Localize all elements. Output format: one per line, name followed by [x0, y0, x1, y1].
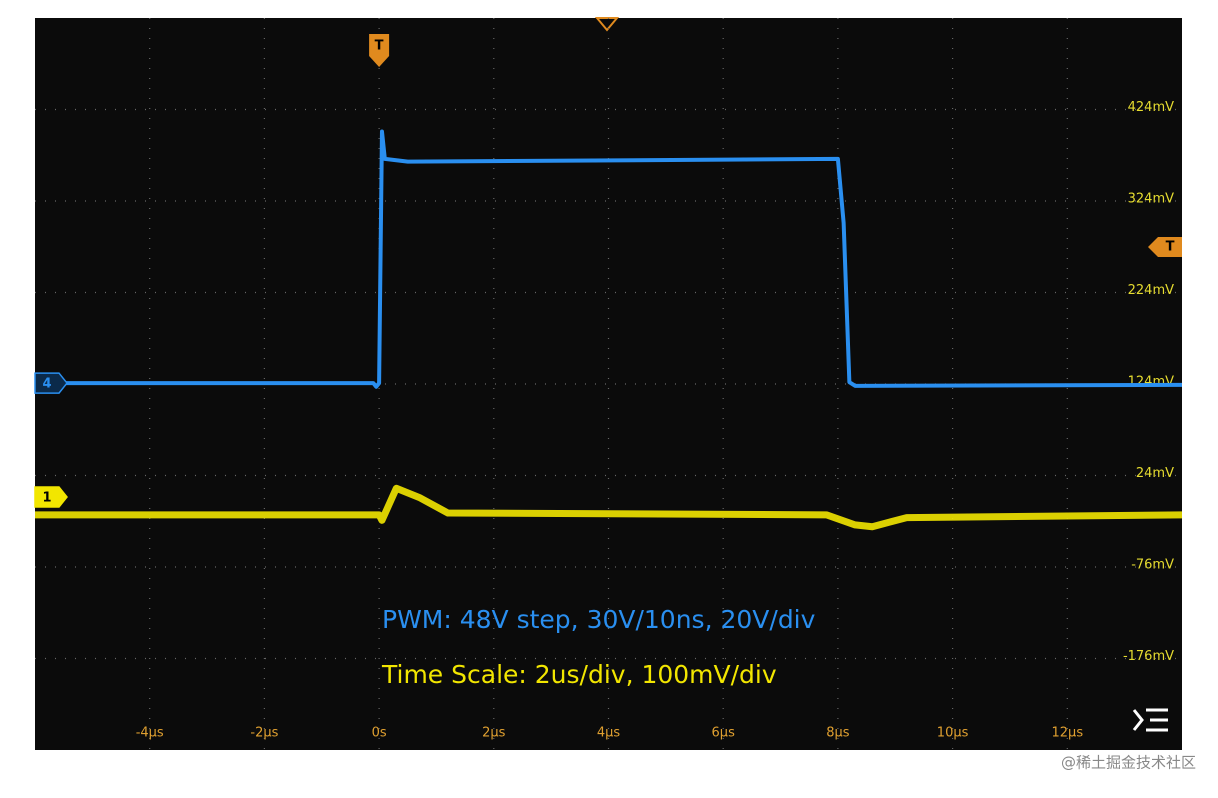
legend-entry: 4	[42, 377, 51, 392]
trigger-level-shape	[1148, 237, 1182, 257]
trigger-level-marker: T	[1166, 240, 1175, 255]
x-tick-label: 4µs	[597, 726, 621, 741]
y-tick-label: 224mV	[1128, 283, 1174, 298]
x-tick-label: -4µs	[136, 726, 164, 741]
y-tick-label: 324mV	[1128, 192, 1174, 207]
trace	[35, 484, 1183, 531]
menu-icon[interactable]	[1132, 708, 1168, 732]
trigger-marker-shape	[369, 34, 390, 67]
annotation: Time Scale: 2us/div, 100mV/div	[381, 660, 777, 689]
center-marker	[594, 17, 620, 32]
x-tick-label: 8µs	[826, 726, 850, 741]
trigger-marker: T	[375, 39, 384, 54]
x-tick-label: -2µs	[250, 726, 278, 741]
x-tick-label: 0s	[372, 726, 387, 741]
x-tick-label: 10µs	[937, 726, 969, 741]
y-tick-label: 424mV	[1128, 100, 1174, 115]
annotation: PWM: 48V step, 30V/10ns, 20V/div	[382, 605, 816, 634]
watermark: @稀土掘金技术社区	[1061, 754, 1196, 772]
y-tick-label: -176mV	[1123, 649, 1174, 664]
trace	[35, 129, 1183, 389]
legend-entry: 1	[42, 491, 51, 506]
legend-entry-shape	[34, 486, 68, 508]
y-tick-label: 124mV	[1128, 375, 1174, 390]
y-tick-label: 24mV	[1136, 466, 1174, 481]
x-tick-label: 2µs	[482, 726, 506, 741]
x-tick-label: 6µs	[712, 726, 736, 741]
legend-entry-shape	[34, 372, 68, 394]
x-tick-label: 12µs	[1052, 726, 1084, 741]
y-tick-label: -76mV	[1131, 558, 1174, 573]
